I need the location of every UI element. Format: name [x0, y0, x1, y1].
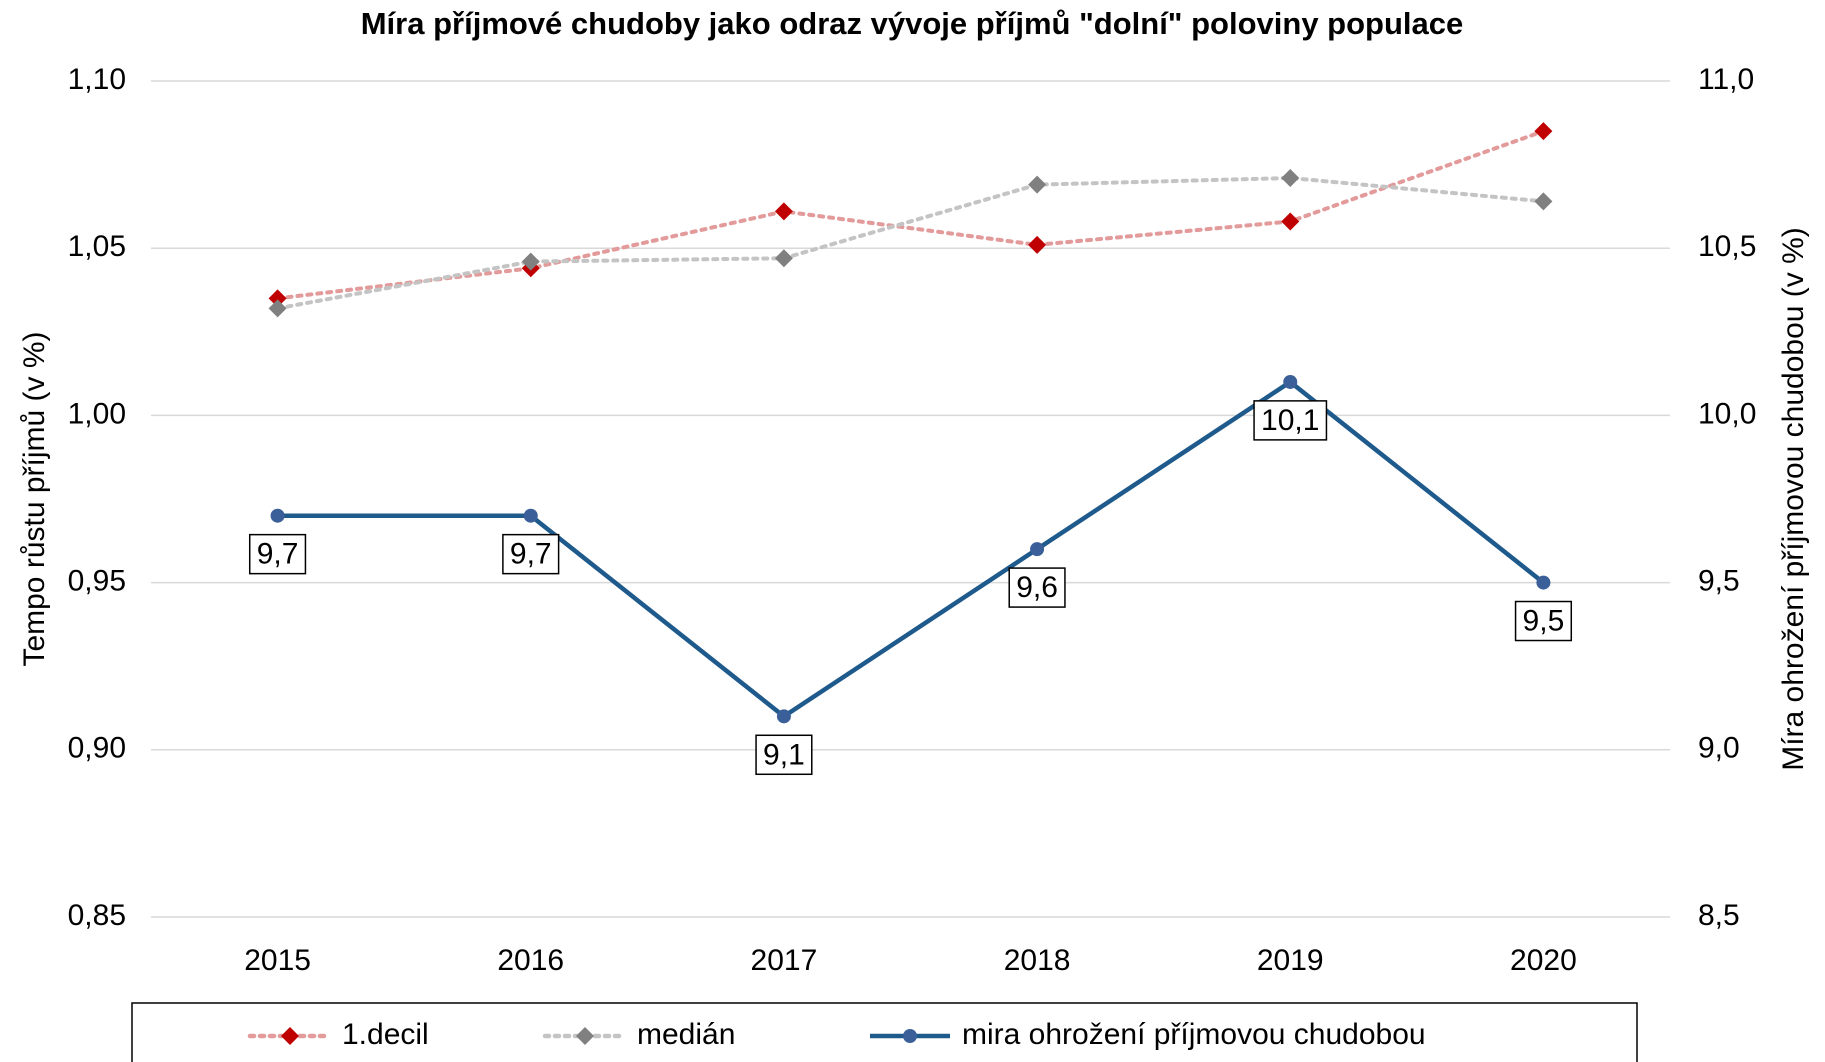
point — [268, 299, 287, 318]
series-line — [275, 175, 1546, 311]
data-label-box — [502, 533, 560, 575]
y2-tick-label: 11,0 — [1698, 63, 1754, 96]
data-label-box — [248, 533, 307, 575]
y2-tick-label: 10,0 — [1698, 397, 1756, 430]
y-axis-label: Tempo růstu příjmů (v %) — [18, 331, 51, 666]
data-label: 9,7 — [510, 538, 552, 571]
legend-label: 1.decil — [342, 1018, 429, 1051]
legend-box — [131, 1002, 1638, 1062]
x-tick-label: 2016 — [497, 944, 564, 977]
data-label: 10,1 — [1261, 404, 1319, 437]
data-label-box — [1514, 600, 1573, 642]
data-label: 9,5 — [1523, 605, 1565, 638]
point — [1534, 122, 1553, 141]
chart-title: Míra příjmové chudoby jako odraz vývoje … — [361, 6, 1464, 41]
point — [521, 252, 540, 271]
y2-axis-label: Míra ohrožení příjmovou chudobou (v %) — [1777, 227, 1810, 771]
x-tick-label: 2018 — [1004, 944, 1071, 977]
legend-marker — [903, 1029, 917, 1043]
point — [1030, 542, 1045, 557]
point — [1534, 192, 1553, 211]
legend-marker — [576, 1027, 594, 1045]
data-label-box — [755, 734, 813, 776]
y-tick-label: 1,00 — [68, 397, 126, 430]
y-tick-label: 0,90 — [68, 732, 126, 765]
data-label: 9,7 — [257, 538, 299, 571]
y2-tick-label: 8,5 — [1698, 899, 1740, 932]
point — [776, 709, 791, 724]
point — [1536, 575, 1551, 590]
x-tick-label: 2017 — [751, 944, 818, 977]
data-label-box — [1008, 567, 1066, 608]
y-tick-label: 1,10 — [68, 63, 126, 96]
point — [774, 202, 793, 221]
point — [270, 508, 285, 523]
point — [1281, 212, 1300, 231]
y-tick-label: 1,05 — [68, 230, 126, 263]
data-label: 9,6 — [1016, 571, 1058, 604]
point — [1281, 168, 1300, 187]
x-tick-label: 2020 — [1510, 944, 1577, 977]
y-tick-label: 0,95 — [68, 565, 126, 598]
point — [268, 289, 287, 308]
x-tick-label: 2015 — [244, 944, 311, 977]
point — [523, 508, 538, 523]
legend-label: medián — [637, 1018, 735, 1051]
data-label-box — [1253, 400, 1328, 441]
series-line — [277, 379, 1545, 720]
y2-tick-label: 9,0 — [1698, 732, 1740, 765]
point — [774, 249, 793, 268]
y2-tick-label: 9,5 — [1698, 565, 1740, 598]
point — [1028, 235, 1047, 254]
legend-marker — [281, 1027, 299, 1045]
y-tick-label: 0,85 — [68, 899, 126, 932]
legend-label: mira ohrožení příjmovou chudobou — [962, 1018, 1426, 1051]
y2-tick-label: 10,5 — [1698, 230, 1756, 263]
x-tick-label: 2019 — [1257, 944, 1324, 977]
data-label: 9,1 — [763, 738, 805, 771]
point — [1283, 374, 1298, 389]
series-line — [275, 129, 1546, 301]
point — [1028, 175, 1047, 194]
